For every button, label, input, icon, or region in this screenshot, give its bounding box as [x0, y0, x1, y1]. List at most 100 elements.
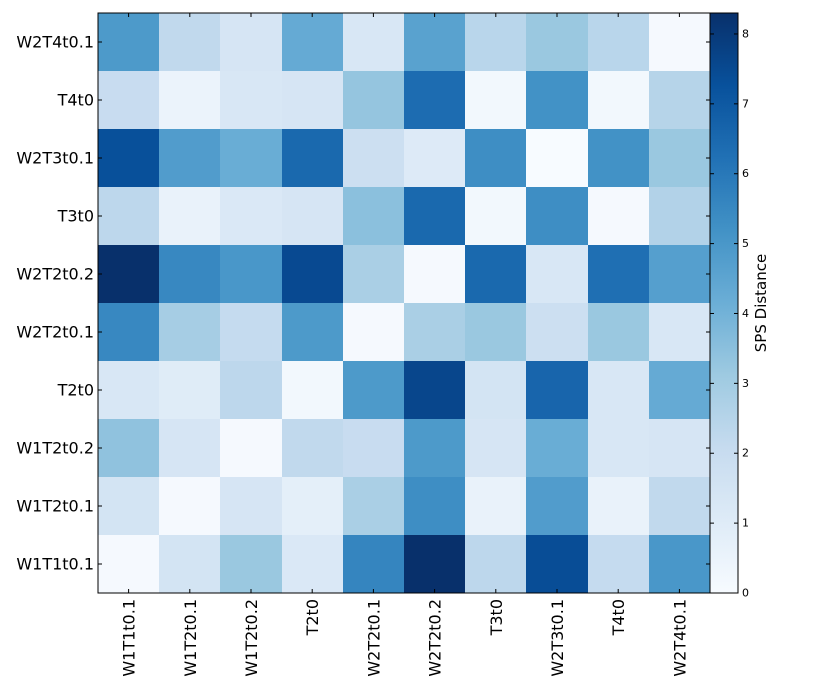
- y-tick-label: T4t0: [57, 91, 94, 110]
- colorbar-label: SPS Distance: [752, 254, 770, 352]
- heatmap-cell: [588, 71, 649, 129]
- heatmap-cell: [159, 303, 220, 361]
- heatmap-cell: [649, 129, 710, 187]
- heatmap-cell: [649, 187, 710, 245]
- heatmap-cell: [343, 245, 404, 303]
- colorbar-tick-label: 5: [742, 237, 749, 250]
- heatmap-cell: [220, 71, 282, 129]
- heatmap-cell: [282, 419, 343, 477]
- heatmap-cell: [282, 71, 343, 129]
- heatmap-cell: [98, 477, 159, 535]
- heatmap-cell: [282, 361, 343, 419]
- heatmap-cell: [465, 129, 526, 187]
- heatmap-cell: [649, 71, 710, 129]
- heatmap-cell: [526, 245, 588, 303]
- heatmap-cell: [465, 535, 526, 593]
- heatmap-cell: [465, 361, 526, 419]
- heatmap-cell: [98, 187, 159, 245]
- x-tick-label: W1T1t0.1: [120, 599, 139, 677]
- heatmap-cell: [588, 129, 649, 187]
- heatmap-cell: [404, 361, 465, 419]
- heatmap-cell: [220, 477, 282, 535]
- heatmap-cell: [526, 71, 588, 129]
- heatmap-cell: [98, 535, 159, 593]
- colorbar-tick-label: 2: [742, 447, 749, 460]
- heatmap-cell: [404, 245, 465, 303]
- heatmap-cell: [220, 303, 282, 361]
- heatmap-cell: [526, 419, 588, 477]
- heatmap-cell: [465, 303, 526, 361]
- heatmap-cell: [588, 13, 649, 71]
- y-tick-label: T3t0: [57, 207, 94, 226]
- heatmap-cell: [98, 361, 159, 419]
- y-tick-label: W1T1t0.1: [16, 555, 94, 574]
- heatmap-cell: [98, 419, 159, 477]
- heatmap-cell: [465, 187, 526, 245]
- heatmap-cell: [526, 129, 588, 187]
- heatmap-cell: [282, 13, 343, 71]
- heatmap-cell: [343, 535, 404, 593]
- x-tick-label: W2T2t0.2: [426, 599, 445, 677]
- heatmap-cell: [159, 361, 220, 419]
- heatmap-cell: [526, 361, 588, 419]
- heatmap-cell: [588, 535, 649, 593]
- y-tick-label: W2T2t0.1: [16, 323, 94, 342]
- heatmap-cell: [526, 13, 588, 71]
- heatmap-cell: [282, 303, 343, 361]
- y-tick-label: W1T2t0.1: [16, 497, 94, 516]
- heatmap-cell: [404, 13, 465, 71]
- heatmap-cell: [588, 187, 649, 245]
- heatmap-cell: [465, 419, 526, 477]
- heatmap-cell: [343, 477, 404, 535]
- colorbar-tick-label: 6: [742, 167, 749, 180]
- heatmap-cell: [404, 71, 465, 129]
- heatmap-cell: [649, 13, 710, 71]
- heatmap-cell: [282, 129, 343, 187]
- x-tick-label: W2T4t0.1: [670, 599, 689, 677]
- heatmap-cell: [465, 477, 526, 535]
- colorbar: [709, 12, 739, 594]
- x-tick-label: T4t0: [609, 599, 628, 636]
- colorbar-tick-label: 0: [742, 587, 749, 600]
- heatmap-cell: [404, 535, 465, 593]
- heatmap-cell: [159, 129, 220, 187]
- heatmap-cell: [343, 129, 404, 187]
- y-tick-label: T2t0: [57, 381, 94, 400]
- x-tick-label: T2t0: [303, 599, 322, 636]
- heatmap-cell: [343, 71, 404, 129]
- colorbar-tick-label: 8: [742, 27, 749, 40]
- heatmap-cell: [282, 477, 343, 535]
- heatmap-cell: [404, 477, 465, 535]
- y-axis: W2T4t0.1 T4t0 W2T3t0.1 T3t0 W2T2t0.2 W2T2t0.1…: [16, 33, 710, 574]
- x-axis: W1T1t0.1 W1T2t0.1 W1T2t0.2 T2t0 W2T2t0.1 W2T2…: [120, 13, 689, 677]
- y-tick-label: W2T2t0.2: [16, 265, 94, 284]
- heatmap-cell: [649, 419, 710, 477]
- heatmap-cell: [98, 129, 159, 187]
- heatmap-cell: [649, 477, 710, 535]
- x-tick-label: T3t0: [487, 599, 506, 636]
- heatmap-cell: [526, 535, 588, 593]
- heatmap-cell: [220, 129, 282, 187]
- heatmap-cell: [465, 245, 526, 303]
- x-tick-label: W2T2t0.1: [364, 599, 383, 677]
- heatmap-cell: [404, 419, 465, 477]
- heatmap-cell: [526, 477, 588, 535]
- heatmap-cell: [343, 13, 404, 71]
- x-tick-label: W2T3t0.1: [548, 599, 567, 677]
- colorbar-tick-label: 4: [742, 307, 749, 320]
- heatmap-cell: [404, 129, 465, 187]
- heatmap-cell: [98, 303, 159, 361]
- heatmap-cells: [98, 13, 710, 593]
- colorbar-tick-label: 7: [742, 97, 749, 110]
- heatmap-cell: [98, 13, 159, 71]
- x-tick-label: W1T2t0.1: [181, 599, 200, 677]
- heatmap-cell: [649, 303, 710, 361]
- colorbar-tick-label: 1: [742, 517, 749, 530]
- heatmap-cell: [649, 245, 710, 303]
- heatmap-cell: [404, 303, 465, 361]
- colorbar-tick-label: 3: [742, 377, 749, 390]
- heatmap-cell: [404, 187, 465, 245]
- heatmap-cell: [649, 535, 710, 593]
- y-tick-label: W2T3t0.1: [16, 149, 94, 168]
- heatmap-cell: [588, 477, 649, 535]
